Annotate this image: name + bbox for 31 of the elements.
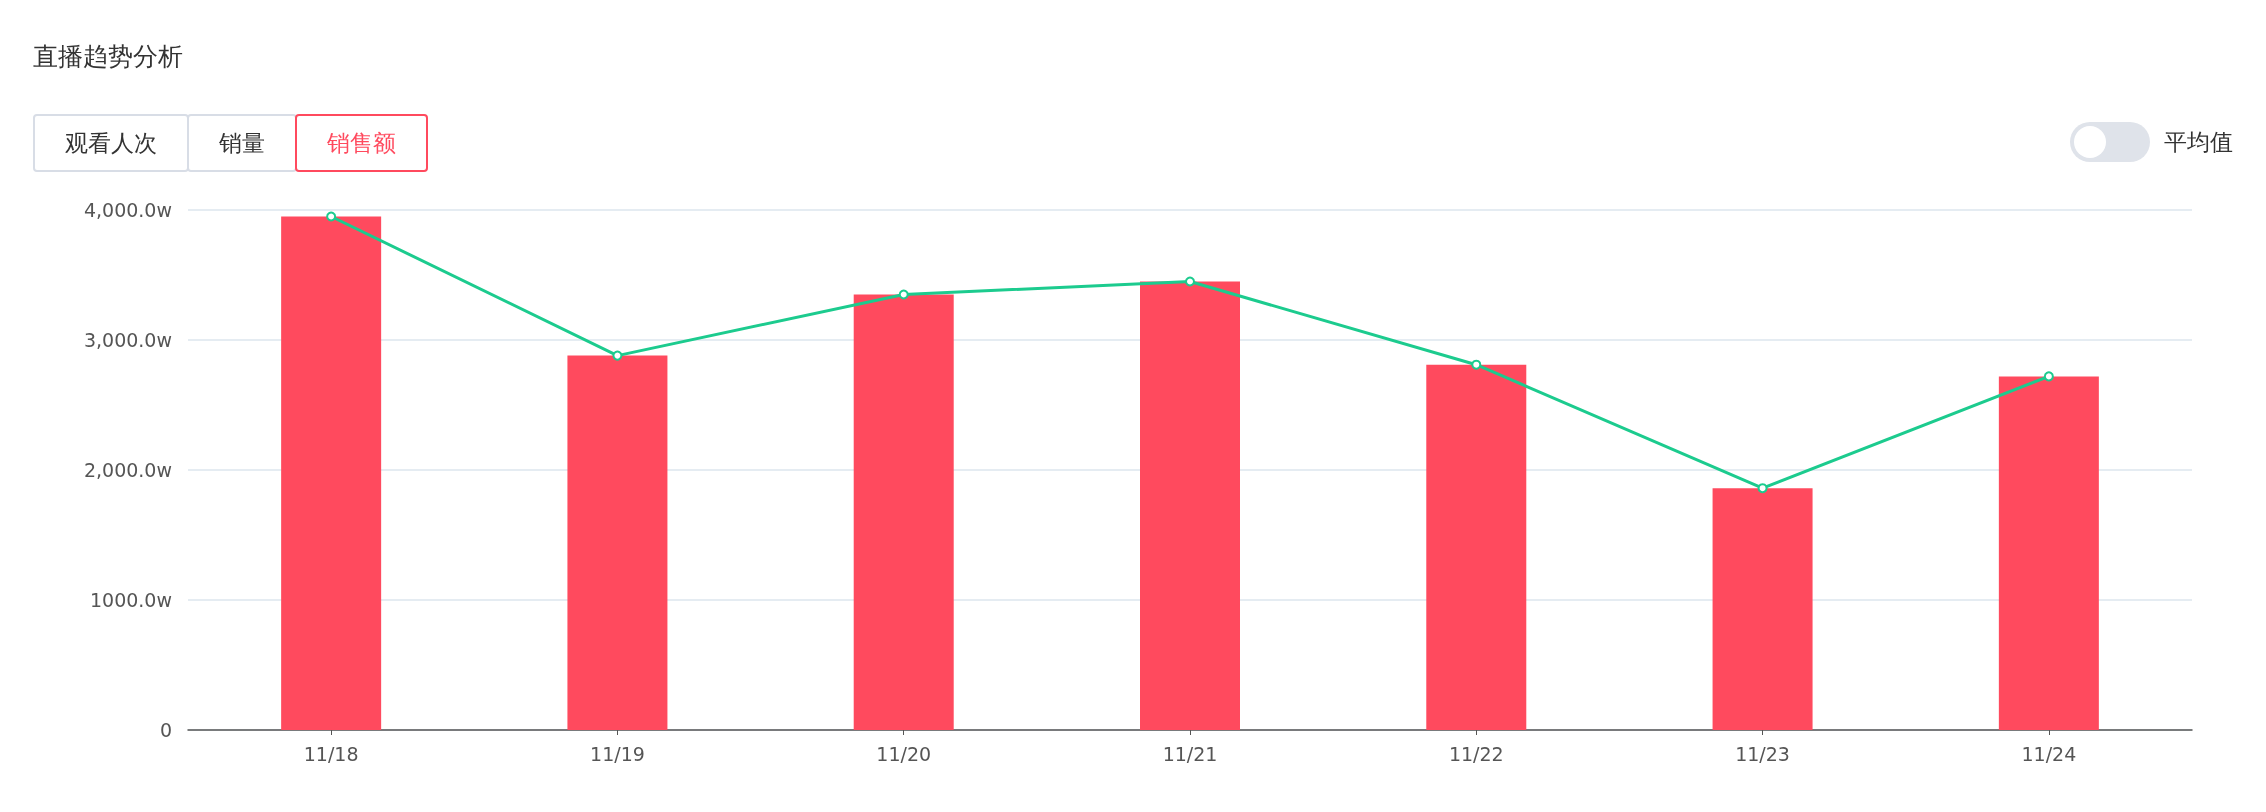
y-tick-label: 1000.0w bbox=[89, 589, 172, 611]
x-tick-label: 11/20 bbox=[876, 742, 932, 765]
point bbox=[898, 289, 909, 300]
text: 销售额 bbox=[295, 114, 428, 172]
y-tick-label: 4,000.0w bbox=[83, 199, 172, 221]
x-tick-label: 11/23 bbox=[1735, 742, 1790, 765]
x-tick-label: 11/21 bbox=[1162, 742, 1218, 765]
x-tick-label: 11/24 bbox=[2021, 742, 2077, 765]
y-tick-label: 0 bbox=[159, 719, 172, 741]
point bbox=[326, 211, 337, 222]
point bbox=[1185, 276, 1195, 287]
point bbox=[612, 350, 623, 361]
bar bbox=[281, 216, 382, 730]
bar bbox=[567, 355, 668, 730]
text: 观看人次 bbox=[33, 114, 189, 172]
point bbox=[1757, 483, 1768, 494]
y-tick-label: 2,000.0w bbox=[83, 459, 172, 481]
x-tick-label: 11/18 bbox=[303, 742, 359, 765]
bar bbox=[853, 294, 954, 730]
bar bbox=[1998, 376, 2099, 730]
bar bbox=[1712, 488, 1813, 730]
text: 销量 bbox=[187, 114, 297, 172]
bar bbox=[1426, 364, 1527, 730]
x-tick-label: 11/22 bbox=[1448, 742, 1504, 765]
bar bbox=[1140, 281, 1240, 730]
point bbox=[2043, 371, 2054, 382]
text: 平均值 bbox=[2164, 127, 2233, 157]
x-tick-label: 11/19 bbox=[590, 742, 645, 765]
chart-title: 直播趋势分析 bbox=[33, 41, 183, 73]
y-tick-label: 3,000.0w bbox=[83, 329, 172, 351]
point bbox=[1471, 359, 1482, 370]
